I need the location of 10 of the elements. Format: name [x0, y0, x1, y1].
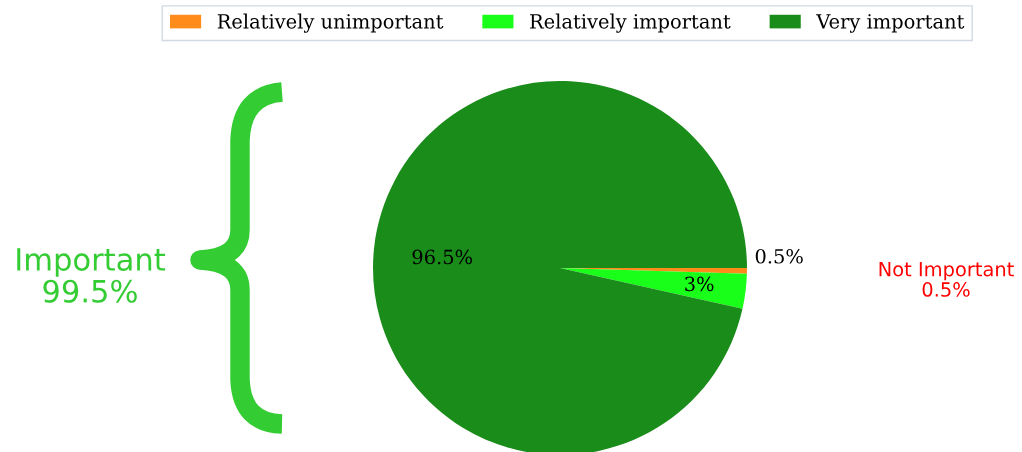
legend-label: Relatively important [530, 13, 731, 33]
legend-label: Very important [816, 14, 965, 33]
pie-slice [560, 268, 747, 309]
text: Important 99.5% [17, 248, 166, 303]
data-label: 0.5% [755, 248, 803, 264]
data-label: 3% [685, 276, 714, 292]
text: Not Important 0.5% [879, 262, 1014, 297]
data-label: 96.5% [412, 249, 472, 265]
pie-slice [373, 81, 747, 452]
legend-label: Relatively unimportant [217, 13, 444, 33]
